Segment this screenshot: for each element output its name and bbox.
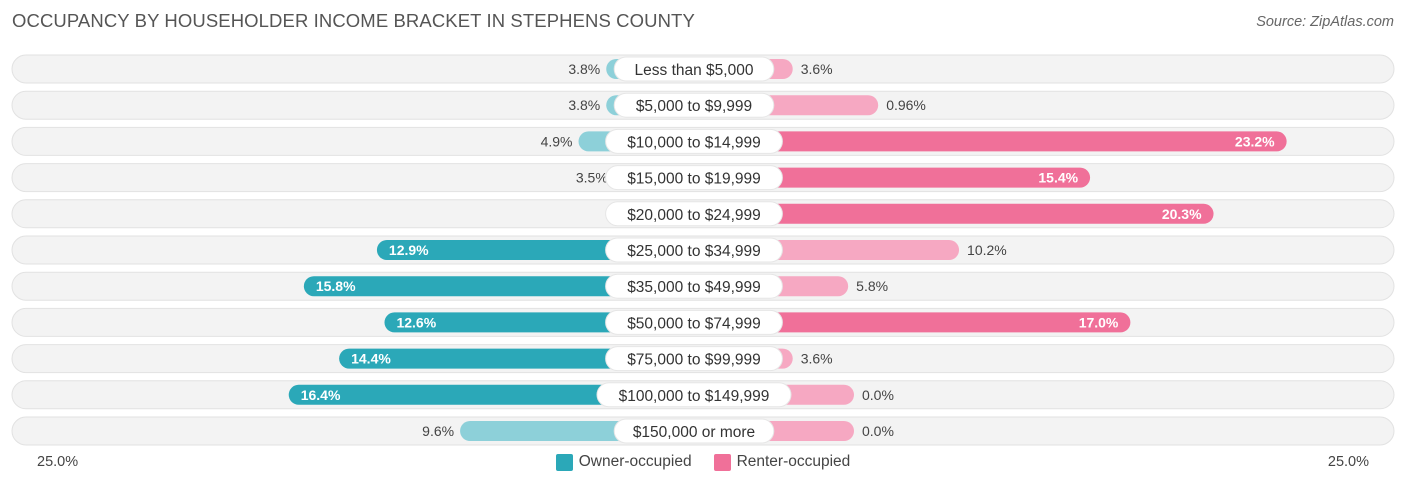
category-label: Less than $5,000 — [635, 62, 754, 79]
owner-value-label: 3.8% — [568, 61, 600, 77]
category-pill — [605, 128, 783, 154]
renter-value-label: 0.0% — [862, 423, 894, 439]
category-pill — [613, 56, 775, 82]
renter-value-label: 23.2% — [1235, 133, 1275, 149]
category-pill — [613, 418, 775, 444]
category-label: $100,000 to $149,999 — [619, 388, 770, 405]
owner-value-label: 14.4% — [351, 351, 391, 367]
owner-value-label: 12.6% — [396, 314, 436, 330]
category-label: $50,000 to $74,999 — [627, 315, 761, 332]
renter-value-label: 17.0% — [1079, 314, 1119, 330]
renter-bar — [692, 167, 1091, 188]
renter-value-label: 3.6% — [801, 351, 833, 367]
category-pill — [596, 382, 792, 408]
category-label: $75,000 to $99,999 — [627, 352, 761, 369]
renter-value-label: 15.4% — [1038, 170, 1078, 186]
category-pill — [605, 309, 783, 335]
owner-value-label: 16.4% — [301, 387, 341, 403]
diverging-bar-chart: 3.8% 3.6% Less than $5,000 3.8% 0.96% $5,000 … — [11, 54, 1395, 446]
owner-swatch-icon — [555, 453, 573, 471]
renter-value-label: 20.3% — [1162, 206, 1202, 222]
category-label: $25,000 to $34,999 — [627, 243, 761, 260]
renter-value-label: 3.6% — [801, 61, 833, 77]
renter-value-label: 0.96% — [886, 97, 926, 113]
category-pill — [605, 237, 783, 263]
owner-value-label: 4.9% — [541, 133, 573, 149]
renter-value-label: 0.0% — [862, 387, 894, 403]
category-label: $15,000 to $19,999 — [627, 171, 761, 188]
category-label: $20,000 to $24,999 — [627, 207, 761, 224]
owner-value-label: 3.8% — [568, 97, 600, 113]
legend-item-renter: Renter-occupied — [713, 453, 851, 471]
category-pill — [605, 273, 783, 299]
renter-swatch-icon — [713, 453, 731, 471]
category-pill — [605, 201, 783, 227]
renter-value-label: 10.2% — [967, 242, 1007, 258]
category-pill — [605, 346, 783, 372]
category-label: $5,000 to $9,999 — [636, 98, 752, 115]
chart-title: OCCUPANCY BY HOUSEHOLDER INCOME BRACKET … — [12, 10, 695, 31]
legend-label-renter: Renter-occupied — [736, 453, 851, 470]
owner-value-label: 9.6% — [422, 423, 454, 439]
owner-value-label: 12.9% — [389, 242, 429, 258]
category-label: $150,000 or more — [633, 424, 755, 441]
renter-bar — [692, 131, 1287, 152]
category-pill — [605, 165, 783, 191]
legend: Owner-occupied Renter-occupied — [0, 453, 1406, 471]
category-label: $35,000 to $49,999 — [627, 279, 761, 296]
source-credit: Source: ZipAtlas.com — [1256, 14, 1394, 30]
legend-item-owner: Owner-occupied — [555, 453, 692, 471]
legend-label-owner: Owner-occupied — [578, 453, 692, 470]
renter-bar — [692, 312, 1131, 333]
category-pill — [613, 92, 775, 118]
owner-value-label: 15.8% — [316, 278, 356, 294]
renter-value-label: 5.8% — [856, 278, 888, 294]
owner-value-label: 3.5% — [576, 170, 608, 186]
axis-left-label: 25.0% — [37, 454, 79, 470]
renter-bar — [692, 203, 1214, 224]
category-label: $10,000 to $14,999 — [627, 134, 761, 151]
axis-right-label: 25.0% — [1327, 454, 1369, 470]
